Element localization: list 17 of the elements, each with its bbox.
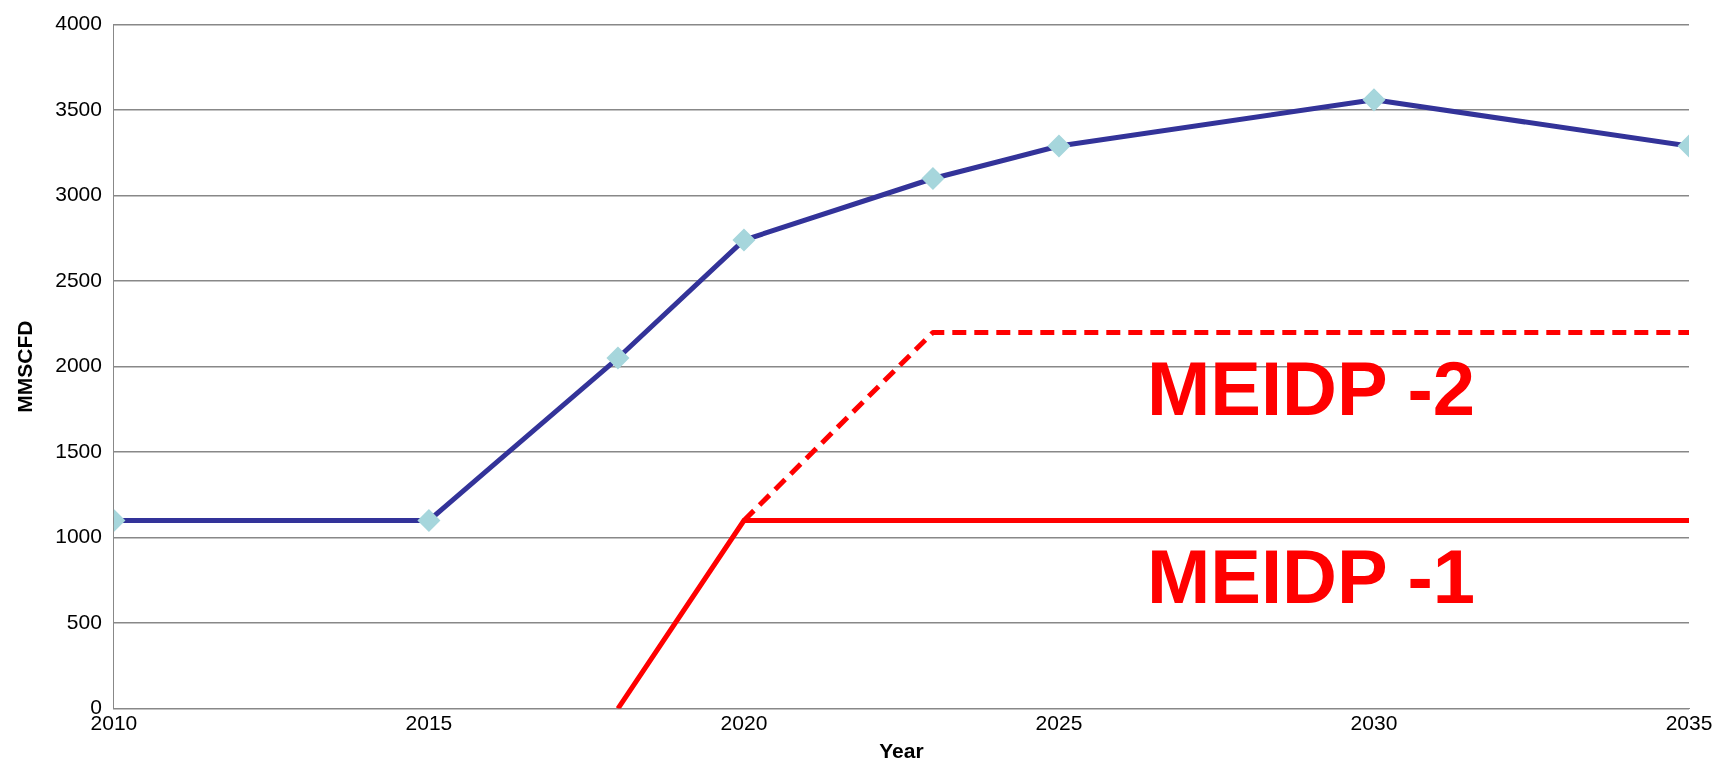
y-tick-label: 1500 bbox=[55, 438, 102, 462]
y-tick-label: 500 bbox=[66, 609, 102, 633]
y-tick-label: 3000 bbox=[55, 182, 102, 206]
y-tick-label: 3500 bbox=[55, 96, 102, 120]
y-tick-label: 4000 bbox=[55, 11, 102, 35]
x-tick-label: 2020 bbox=[720, 711, 768, 734]
y-tick-label: 1000 bbox=[55, 524, 102, 548]
series-label: MEIDP -1 bbox=[1146, 534, 1475, 620]
series-label: MEIDP -2 bbox=[1146, 346, 1475, 432]
x-tick-label: 2035 bbox=[1665, 711, 1713, 734]
y-tick-label: 2500 bbox=[55, 267, 102, 291]
x-tick-label: 2015 bbox=[405, 711, 453, 734]
y-tick-label: 2000 bbox=[55, 353, 102, 377]
y-axis-title: MMSCFD bbox=[13, 320, 37, 413]
x-axis-title: Year bbox=[879, 739, 924, 763]
x-tick-label: 2025 bbox=[1035, 711, 1083, 734]
x-tick-label: 2030 bbox=[1350, 711, 1398, 734]
